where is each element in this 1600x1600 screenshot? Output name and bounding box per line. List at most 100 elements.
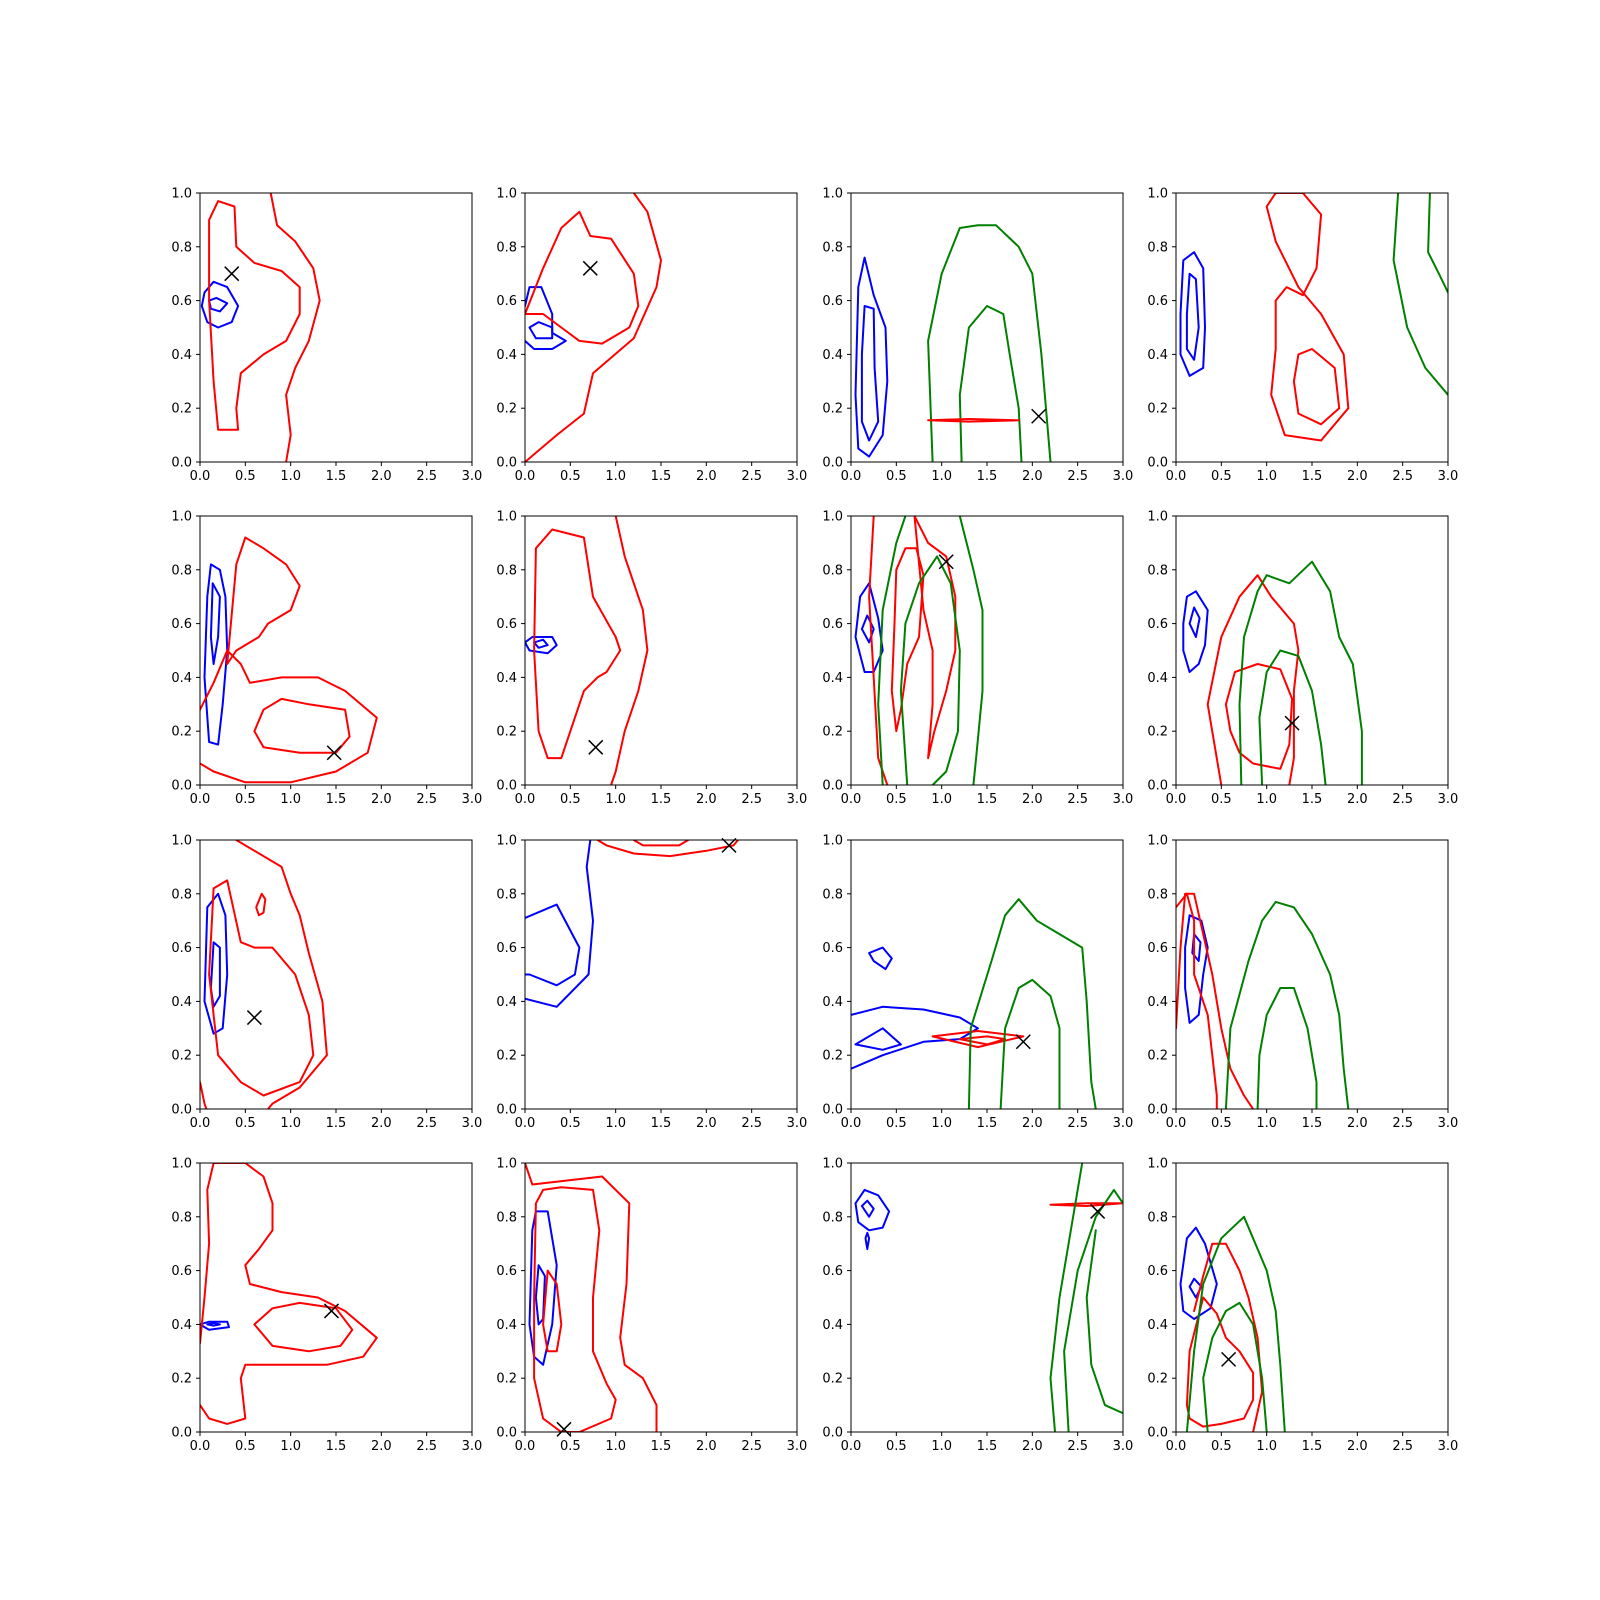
y-tick-label: 0.2: [496, 1049, 517, 1064]
y-tick-label: 0.0: [171, 1426, 192, 1441]
y-tick-label: 0.6: [171, 617, 192, 632]
x-tick-label: 3.0: [462, 469, 483, 484]
y-tick-label: 0.6: [822, 1264, 843, 1279]
y-tick-label: 0.2: [1147, 725, 1168, 740]
x-tick-label: 0.0: [841, 792, 862, 807]
x-tick-label: 1.0: [1256, 1116, 1277, 1131]
x-tick-label: 2.5: [1392, 1116, 1413, 1131]
blue-contour-line: [203, 563, 229, 746]
y-tick-label: 0.2: [1147, 1372, 1168, 1387]
y-tick-label: 0.0: [1147, 779, 1168, 794]
x-tick-label: 2.0: [696, 792, 717, 807]
x-tick-label: 3.0: [1113, 1116, 1134, 1131]
blue-contour-line: [868, 946, 893, 971]
marker-x: [938, 554, 954, 570]
x-tick-label: 2.0: [371, 1439, 392, 1454]
blue-contour-line: [860, 305, 880, 442]
x-tick-label: 0.5: [1211, 1116, 1232, 1131]
x-tick-label: 2.5: [741, 469, 762, 484]
x-tick-label: 0.5: [560, 469, 581, 484]
x-tick-label: 2.5: [741, 1116, 762, 1131]
x-tick-label: 2.5: [741, 1439, 762, 1454]
y-tick-label: 1.0: [496, 510, 517, 525]
y-tick-label: 0.0: [171, 1103, 192, 1118]
panel-r2-c3: 0.0 0.5 1.0 1.5 2.0 2.5 3.0 0.0 0.2 0.4 0.6 0.8 1.0: [822, 510, 1133, 808]
x-tick-label: 1.5: [977, 1116, 998, 1131]
green-contour-line: [877, 516, 907, 785]
panel-r3-c1: 0.0 0.5 1.0 1.5 2.0 2.5 3.0 0.0 0.2 0.4 0.6 0.8 1.0: [171, 834, 482, 1132]
plot-area: [851, 898, 1097, 1109]
x-tick-label: 3.0: [462, 1439, 483, 1454]
green-contour-line: [1427, 193, 1448, 294]
red-contour-line: [200, 1081, 208, 1109]
y-tick-label: 0.8: [1147, 240, 1168, 255]
red-contour-line: [525, 210, 640, 345]
x-tick-label: 1.0: [280, 469, 301, 484]
y-tick-label: 0.2: [496, 725, 517, 740]
red-contour-line: [1176, 892, 1255, 1109]
marker-x: [1015, 1034, 1031, 1050]
y-tick-label: 0.2: [171, 1049, 192, 1064]
x-tick-label: 0.5: [886, 1439, 907, 1454]
green-contour-line: [967, 898, 1097, 1109]
x-tick-label: 1.0: [605, 1116, 626, 1131]
red-contour-line: [890, 547, 925, 733]
y-tick-label: 1.0: [171, 187, 192, 202]
x-tick-label: 2.0: [696, 469, 717, 484]
red-contour-line: [200, 649, 378, 784]
green-contour-line: [1085, 1229, 1123, 1415]
marker-x: [1284, 715, 1300, 731]
x-tick-label: 0.5: [1211, 792, 1232, 807]
x-tick-label: 1.5: [651, 469, 672, 484]
x-tick-label: 1.0: [931, 1439, 952, 1454]
y-tick-label: 0.6: [1147, 1264, 1168, 1279]
y-tick-label: 0.4: [822, 671, 843, 686]
y-tick-label: 0.6: [822, 941, 843, 956]
y-tick-label: 0.2: [496, 1372, 517, 1387]
x-tick-label: 0.0: [190, 1439, 211, 1454]
green-contour-line: [1224, 900, 1350, 1109]
x-tick-label: 1.0: [280, 1116, 301, 1131]
blue-contour-line: [200, 1320, 230, 1331]
x-tick-label: 1.5: [326, 1116, 347, 1131]
y-tick-label: 0.0: [496, 779, 517, 794]
x-tick-label: 0.0: [515, 1439, 536, 1454]
x-tick-label: 0.0: [1166, 1116, 1187, 1131]
plot-area: [854, 516, 984, 785]
x-tick-label: 2.5: [416, 1116, 437, 1131]
x-tick-label: 3.0: [1113, 792, 1134, 807]
y-tick-label: 0.2: [1147, 1049, 1168, 1064]
red-contour-line: [253, 697, 351, 754]
y-tick-label: 0.4: [496, 1318, 517, 1333]
marker-x: [1221, 1351, 1237, 1367]
y-tick-label: 0.0: [822, 1103, 843, 1118]
x-tick-label: 1.0: [605, 469, 626, 484]
y-tick-label: 0.8: [822, 1210, 843, 1225]
panel-r3-c2: 0.0 0.5 1.0 1.5 2.0 2.5 3.0 0.0 0.2 0.4 0.6 0.8 1.0: [496, 834, 807, 1132]
x-tick-label: 3.0: [462, 1116, 483, 1131]
y-tick-label: 0.4: [822, 1318, 843, 1333]
y-tick-label: 0.8: [496, 1210, 517, 1225]
blue-contour-line: [860, 1199, 875, 1218]
x-tick-label: 0.5: [886, 1116, 907, 1131]
y-tick-label: 0.8: [822, 240, 843, 255]
marker-x-stroke: [326, 745, 342, 761]
x-tick-label: 0.0: [1166, 792, 1187, 807]
x-tick-label: 2.5: [1392, 1439, 1413, 1454]
y-tick-label: 0.0: [1147, 1426, 1168, 1441]
x-tick-label: 2.0: [1022, 1439, 1043, 1454]
x-tick-label: 2.0: [1347, 1116, 1368, 1131]
marker-x: [326, 745, 342, 761]
panel-r2-c1: 0.0 0.5 1.0 1.5 2.0 2.5 3.0 0.0 0.2 0.4 0.6 0.8 1.0: [171, 510, 482, 808]
y-tick-label: 0.8: [171, 887, 192, 902]
x-tick-label: 2.0: [1022, 469, 1043, 484]
x-tick-label: 2.0: [1022, 1116, 1043, 1131]
y-tick-label: 1.0: [822, 510, 843, 525]
x-tick-label: 1.5: [326, 792, 347, 807]
plot-area: [854, 1163, 1123, 1432]
y-tick-label: 0.0: [822, 779, 843, 794]
x-tick-label: 1.5: [977, 792, 998, 807]
plot-area: [525, 193, 662, 462]
plot-area: [200, 193, 321, 462]
x-tick-label: 0.5: [886, 792, 907, 807]
